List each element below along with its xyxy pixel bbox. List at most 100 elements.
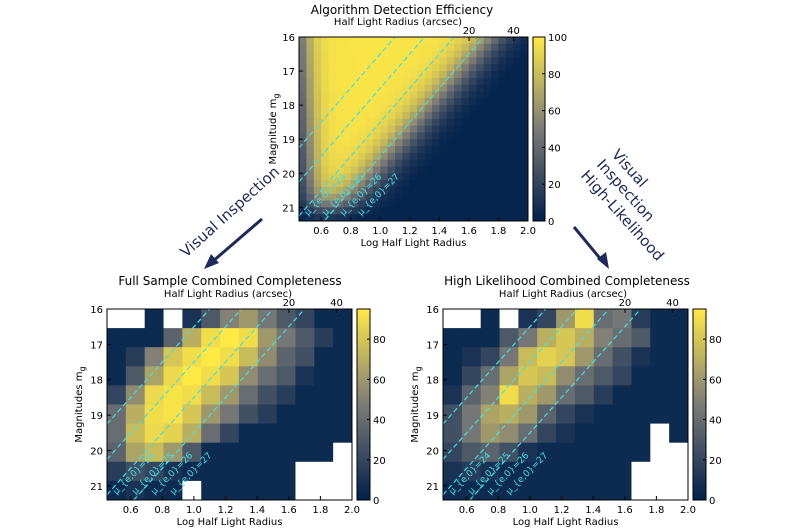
heatmap-cell [518,366,538,386]
heatmap-cell [431,132,440,140]
heatmap-cell [556,328,576,348]
heatmap-cell [461,84,470,92]
y-tick-label: 18 [282,101,295,112]
heatmap-cell [431,71,440,79]
heatmap-cell [483,139,492,147]
heatmap-cell [454,193,462,201]
heatmap-cell [454,84,462,92]
heatmap-cell [498,180,507,188]
heatmap-cell [372,207,381,215]
heatmap-cell [125,309,146,329]
heatmap-cell [321,111,329,120]
heatmap-cell [537,423,557,444]
heatmap-cell [350,173,359,181]
heatmap-cell [498,91,507,99]
heatmap-cell [476,139,485,147]
heatmap-cell [431,193,440,201]
heatmap-cell [380,200,389,208]
heatmap-cell [321,118,329,126]
heatmap-cell [417,173,425,181]
heatmap-cell [468,139,477,147]
heatmap-cell [498,186,507,195]
heatmap-cell [372,125,381,133]
heatmap-cell [144,442,164,463]
heatmap-cell [372,193,381,201]
heatmap-cell [417,118,425,126]
heatmap-cell [520,152,529,161]
heatmap-cell [182,423,202,444]
heatmap-cell [306,43,315,52]
heatmap-cell [395,186,403,195]
heatmap-cell [358,43,366,52]
heatmap-cell [461,214,470,222]
plot-frame [106,308,353,501]
heatmap-cell [328,37,337,45]
heatmap-cell [402,146,411,154]
heatmap-cell [365,43,374,52]
heatmap-cells [443,309,689,501]
heatmap-cell [380,98,389,106]
heatmap-cell [574,480,595,501]
heatmap-cell [476,193,485,201]
heatmap-cell [520,186,529,195]
heatmap-cell [220,309,240,329]
panel-high-likelihood-completeness: μ_{e,0}=24μ_{e,0}=25μ_{e,0}=26μ_{e,0}=27… [410,274,722,528]
heatmap-cell [454,57,462,65]
y-tick-label: 21 [282,203,295,214]
heatmap-cell [328,57,337,65]
heatmap-cell [299,207,307,215]
heatmap-cell [335,186,344,195]
heatmap-cell [513,64,522,72]
heatmap-cell [520,180,529,188]
contour-line [299,37,426,183]
heatmap-cell [380,173,389,181]
heatmap-cell [372,57,381,65]
heatmap-cell [350,193,359,201]
heatmap-cell [612,442,632,463]
heatmap-cell [299,98,307,106]
heatmap-cell [295,366,315,386]
heatmap-cell [335,132,344,140]
heatmap-cell [380,118,389,126]
heatmap-cell [454,111,462,120]
heatmap-cell [498,64,507,72]
arrow-left-shaft [211,217,263,264]
heatmap-cell [439,50,448,58]
heatmap-cell [313,186,322,195]
heatmap-cell [395,57,403,65]
heatmap-cell [461,132,470,140]
heatmap-cell [335,152,344,161]
colorbar-tick-label: 20 [373,456,386,467]
heatmap-cell [491,159,499,167]
panel-full-sample-completeness: μ_{e,0}=24μ_{e,0}=25μ_{e,0}=26μ_{e,0}=27… [74,274,386,528]
heatmap-cell [321,98,329,106]
heatmap-cell [321,57,329,65]
heatmap-cell [461,480,482,501]
x-tick-label: 0.8 [154,505,170,516]
heatmap-cell [299,50,307,58]
heatmap-cell [505,118,514,126]
heatmap-cell [499,461,519,482]
heatmap-cell [446,98,455,106]
heatmap-cell [306,166,315,174]
heatmap-cell [556,309,576,329]
heatmap-cell [365,98,374,106]
heatmap-cell [276,366,296,386]
heatmap-cell [431,111,440,120]
heatmap-cell [276,442,296,463]
heatmap-cell [476,159,485,167]
heatmap-cell [372,84,381,92]
heatmap-cell [446,200,455,208]
heatmap-cell [483,173,492,181]
heatmap-cell [306,84,315,92]
heatmap-cell [238,480,259,501]
heatmap-cell [343,173,352,181]
heatmap-cell [499,366,519,386]
heatmap-cell [446,64,455,72]
heatmap-cell [669,480,689,501]
heatmap-cell [468,207,477,215]
x-tick-label: 0.8 [343,226,359,237]
heatmap-cell [163,461,183,482]
heatmap-cell [395,139,403,147]
heatmap-cell [372,159,381,167]
